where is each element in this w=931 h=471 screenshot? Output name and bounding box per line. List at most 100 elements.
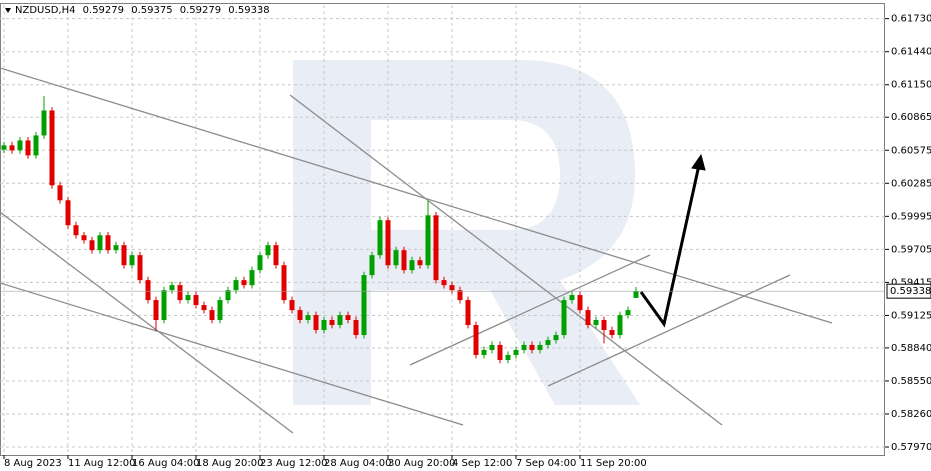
candle-body: [233, 280, 239, 291]
y-tick-label: 0.59705: [891, 244, 931, 255]
candle-body: [433, 215, 439, 281]
candle-body: [601, 320, 607, 331]
y-tick-label: 0.59415: [891, 277, 931, 288]
axes: 0.61730 0.61440 0.61150 0.60865 0.60575 0.602…: [0, 14, 931, 469]
candle-body: [545, 340, 551, 345]
candle-body: [177, 285, 183, 301]
candle-body: [481, 349, 487, 355]
candle-body: [633, 291, 639, 298]
plot-frame: [0, 3, 885, 456]
candle-body: [385, 220, 391, 266]
candle-body: [585, 310, 591, 326]
candle-body: [225, 290, 231, 301]
candle-body: [465, 300, 471, 326]
candle-body: [529, 344, 535, 350]
candle-body: [329, 320, 335, 326]
x-tick-label: 16 Aug 04:00: [132, 458, 199, 469]
candle-body: [57, 185, 63, 201]
trend-line: [0, 67, 833, 324]
candle-body: [409, 260, 415, 271]
trend-line: [547, 274, 791, 387]
candle-body: [313, 315, 319, 331]
candle-body: [521, 344, 527, 350]
candle-body: [593, 320, 599, 326]
grid: [0, 5, 885, 455]
candle-body: [89, 240, 95, 251]
candle-body: [121, 245, 127, 266]
candles: [1, 96, 639, 364]
candle-body: [185, 295, 191, 301]
candle-body: [297, 310, 303, 320]
candle-body: [553, 335, 559, 341]
candle-body: [473, 325, 479, 355]
candle-body: [449, 285, 455, 291]
x-tick-label: 11 Aug 12:00: [68, 458, 135, 469]
x-tick-label: 7 Sep 04:00: [516, 458, 576, 469]
y-tick-label: 0.59125: [891, 310, 931, 321]
y-tick-label: 0.61730: [891, 14, 931, 25]
candle-body: [377, 220, 383, 256]
candle-body: [25, 140, 31, 156]
candle-body: [241, 280, 247, 286]
candle-body: [337, 315, 343, 326]
candle-body: [273, 245, 279, 266]
candle-body: [33, 135, 39, 156]
candle-body: [345, 315, 351, 320]
x-tick-label: 11 Sep 20:00: [580, 458, 647, 469]
candle-body: [137, 255, 143, 281]
candle-body: [193, 295, 199, 306]
menu-arrow: [5, 8, 11, 13]
candle-body: [73, 225, 79, 236]
candle-body: [609, 330, 615, 336]
y-tick-label: 0.58550: [891, 376, 931, 387]
candle-body: [41, 110, 47, 136]
candle-body: [505, 354, 511, 360]
header-low: 0.59279: [180, 5, 221, 16]
candle-body: [9, 145, 15, 151]
trend-line: [0, 211, 294, 434]
candle-body: [65, 200, 71, 226]
y-tick-label: 0.58260: [891, 409, 931, 420]
y-tick-label: 0.61440: [891, 47, 931, 58]
y-tick-label: 0.60285: [891, 178, 931, 189]
candle-body: [249, 270, 255, 286]
candle-body: [617, 315, 623, 336]
trend-line: [289, 94, 723, 426]
candle-body: [201, 305, 207, 311]
candle-body: [369, 255, 375, 276]
candle-body: [417, 260, 423, 266]
y-tick-label: 0.58840: [891, 343, 931, 354]
y-tick-label: 0.61150: [891, 80, 931, 91]
y-tick-label: 0.60575: [891, 145, 931, 156]
candle-body: [169, 285, 175, 291]
candle-body: [145, 280, 151, 301]
candle-body: [153, 300, 159, 320]
x-tick-label: 30 Aug 20:00: [388, 458, 455, 469]
y-tick-label: 0.57970: [891, 442, 931, 453]
candle-body: [497, 344, 503, 360]
y-tick-label: 0.59995: [891, 211, 931, 222]
candle-body: [257, 255, 263, 271]
candle-body: [457, 290, 463, 301]
candle-body: [161, 290, 167, 320]
candle-body: [513, 349, 519, 355]
candle-body: [1, 145, 7, 150]
x-tick-label: 4 Sep 12:00: [452, 458, 512, 469]
trend-lines: [0, 67, 833, 434]
trend-line: [409, 254, 651, 366]
candle-body: [401, 250, 407, 271]
candle-body: [561, 300, 567, 336]
candle-body: [441, 280, 447, 286]
candle-body: [289, 300, 295, 311]
candle-body: [393, 250, 399, 266]
candle-body: [81, 235, 87, 241]
header-close: 0.59338: [228, 5, 269, 16]
candle-body: [17, 140, 23, 151]
candle-body: [425, 215, 431, 266]
forecast-arrow: [639, 153, 706, 328]
y-tick-label: 0.60865: [891, 112, 931, 123]
candle-body: [577, 295, 583, 311]
x-tick-label: 18 Aug 20:00: [196, 458, 263, 469]
candle-body: [217, 300, 223, 320]
candle-body: [97, 235, 103, 251]
